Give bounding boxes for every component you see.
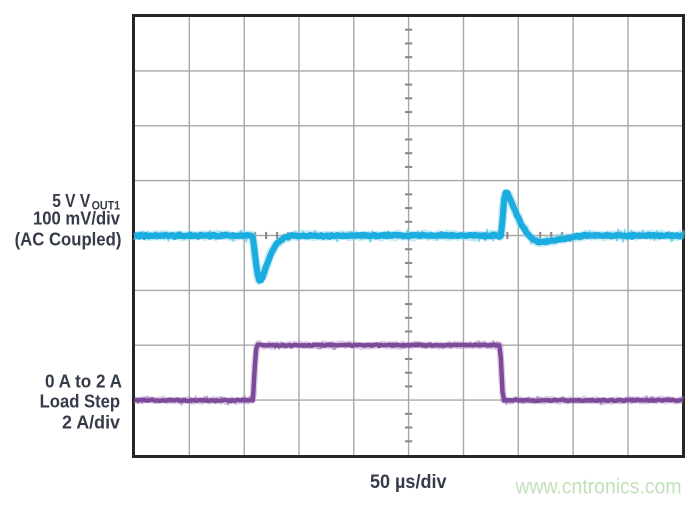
svg-text:OUT1: OUT1	[92, 201, 121, 213]
svg-text:www.cntronics.com: www.cntronics.com	[515, 474, 682, 498]
svg-text:Load Step: Load Step	[40, 391, 121, 412]
svg-text:100 mV/div: 100 mV/div	[33, 208, 121, 229]
svg-text:0 A to 2 A: 0 A to 2 A	[45, 370, 122, 391]
svg-text:2 A/div: 2 A/div	[62, 411, 121, 432]
svg-text:(AC Coupled): (AC Coupled)	[15, 229, 122, 250]
svg-text:50 µs/div: 50 µs/div	[370, 472, 447, 493]
svg-text:5 V V: 5 V V	[52, 190, 91, 211]
